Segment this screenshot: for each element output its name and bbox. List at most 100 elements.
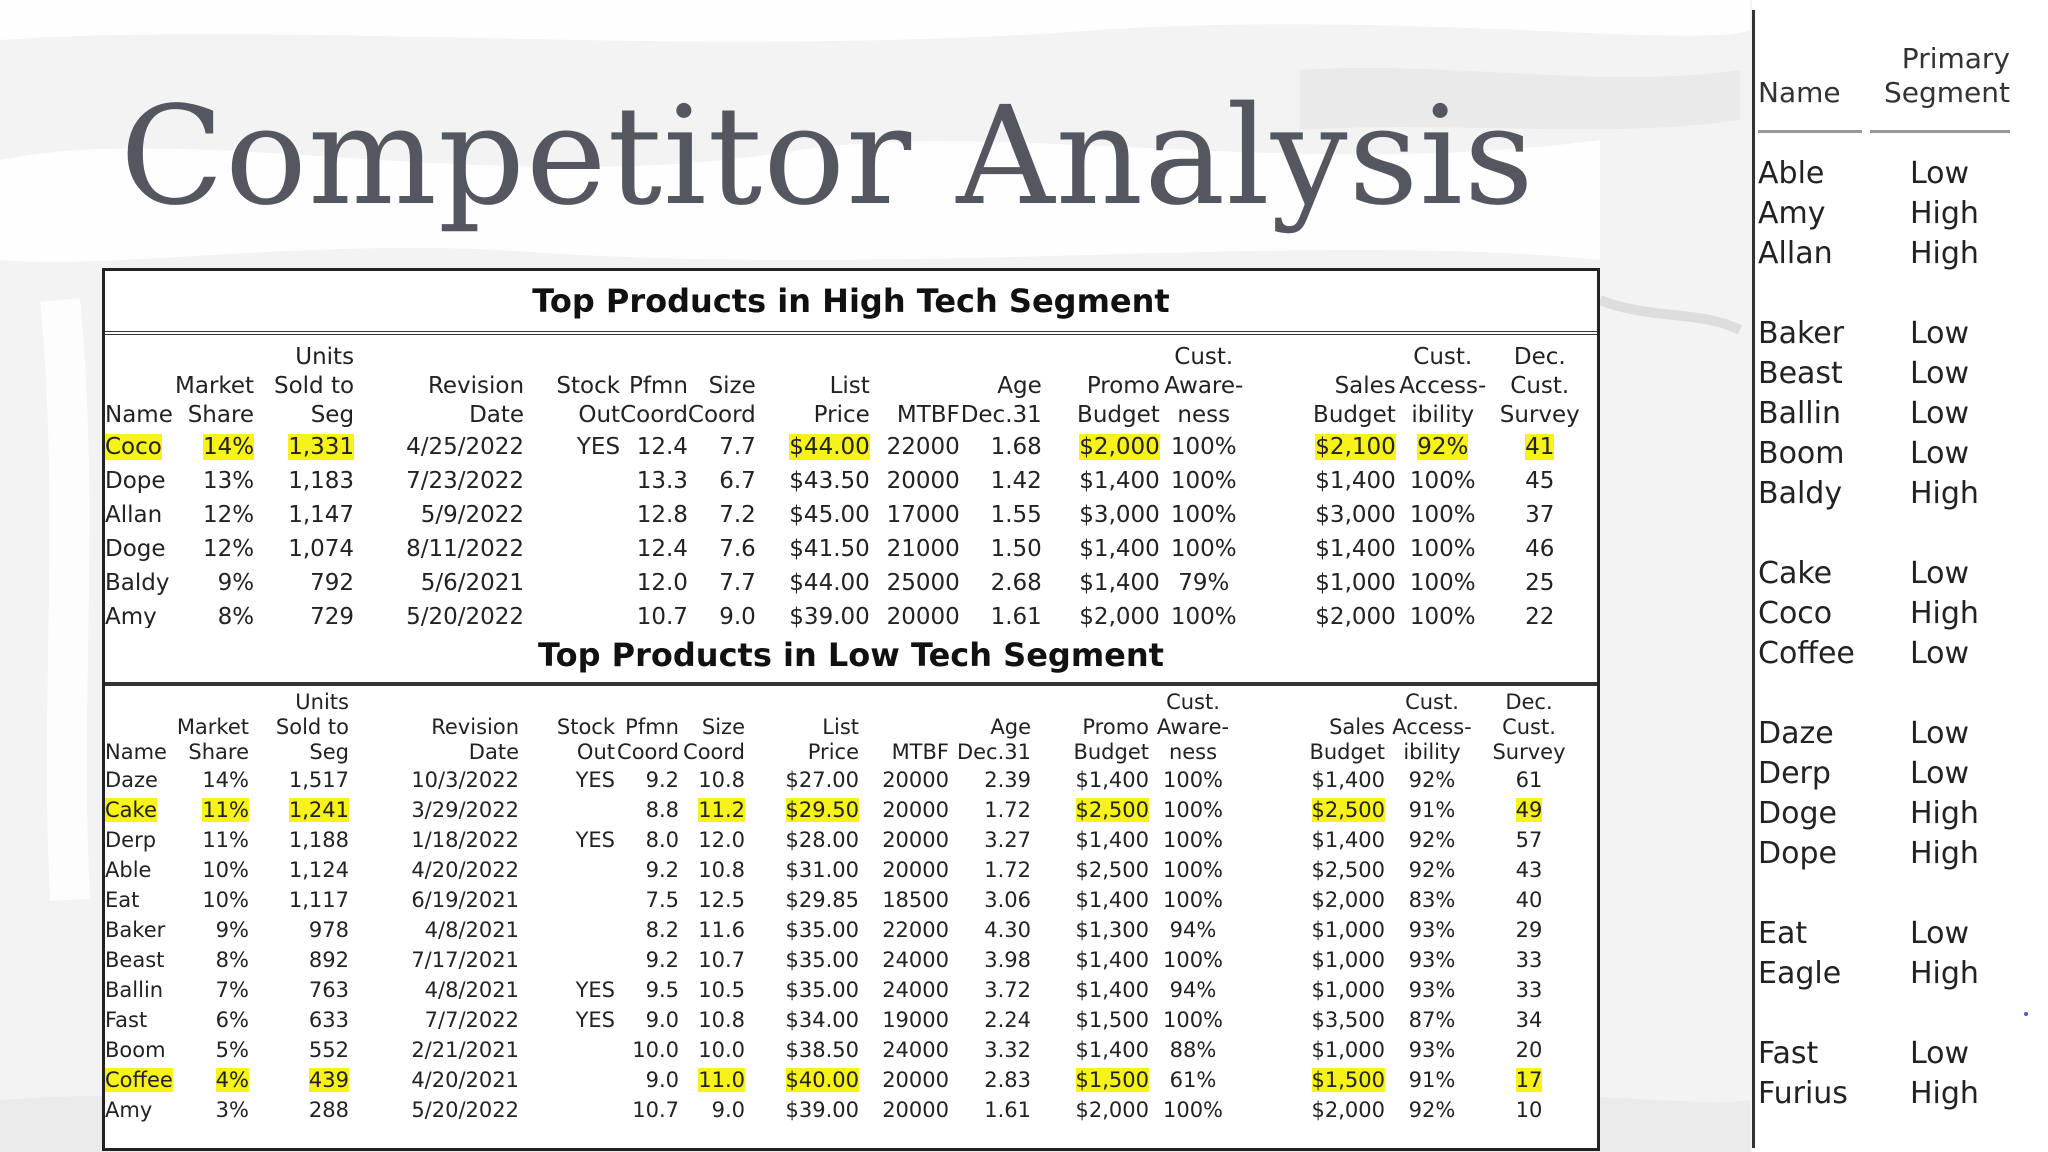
table-cell: $2,100: [1315, 434, 1396, 460]
table-cell: 87%: [1408, 1008, 1456, 1032]
segment-list-item: Dope High: [1758, 836, 2008, 876]
column-header: Sold to: [274, 373, 355, 399]
table-cell: 21000: [886, 536, 960, 562]
table-cell: $1,400: [1075, 828, 1149, 852]
header-row: Name Share Seg Date Out Coord Coord Price MTBF De…: [105, 401, 1590, 430]
table-cell: $34.00: [785, 1008, 859, 1032]
table-cell: 12.4: [636, 434, 688, 460]
table-cell: 3.32: [984, 1038, 1031, 1062]
table-cell: $1,000: [1311, 918, 1385, 942]
table-cell: 41: [1525, 434, 1555, 460]
table-cell: $1,400: [1311, 768, 1385, 792]
product-name-cell: Dope: [105, 468, 166, 494]
table-cell: 1.55: [990, 502, 1042, 528]
table-cell: 288: [308, 1098, 349, 1122]
table-cell: 61%: [1169, 1068, 1217, 1092]
product-name-cell: Derp: [105, 828, 157, 852]
table-cell: 3.06: [984, 888, 1031, 912]
segment-item-segment: Low: [1910, 636, 1970, 671]
column-header: Name: [105, 740, 167, 764]
table-cell: 100%: [1170, 434, 1237, 460]
table-cell: 10.8: [698, 768, 745, 792]
segment-list-item: Beast Low: [1758, 356, 2008, 396]
header-row: Units Cust. Cust. Dec.: [105, 690, 1579, 715]
table-cell: 7.5: [645, 888, 679, 912]
table-cell: 20: [1515, 1038, 1543, 1062]
table-row: Ballin 7% 763 4/8/2021 YES 9.5 10.5 $35.00 24000…: [105, 975, 1579, 1005]
column-header: [756, 343, 870, 372]
table-cell: 1,183: [288, 468, 355, 494]
column-header: Access-: [1399, 373, 1487, 399]
table-row: Able 10% 1,124 4/20/2022 9.2 10.8 $31.00 20000 1…: [105, 855, 1579, 885]
segment-item-segment: High: [1910, 956, 1979, 991]
table-cell: 92%: [1408, 858, 1456, 882]
table-cell: $43.50: [789, 468, 870, 494]
table-cell: 79%: [1178, 570, 1230, 596]
segment-item-segment: Low: [1910, 436, 1970, 471]
segment-item-name: Beast: [1758, 356, 1843, 391]
table-cell: 24000: [882, 1038, 949, 1062]
table-cell: $1,400: [1311, 828, 1385, 852]
table-cell: $2,500: [1311, 798, 1385, 822]
product-name-cell: Coco: [105, 434, 162, 460]
column-header: Price: [813, 402, 870, 428]
table-cell: 43: [1515, 858, 1543, 882]
table-row: Fast 6% 633 7/7/2022 YES 9.0 10.8 $34.00 19000 2.…: [105, 1005, 1579, 1035]
column-header: Coord: [620, 402, 688, 428]
segment-item-segment: High: [1910, 836, 1979, 871]
table-cell: 10.5: [698, 978, 745, 1002]
segment-item-name: Dope: [1758, 836, 1837, 871]
table-cell: 100%: [1170, 604, 1237, 630]
table-cell: $40.00: [785, 1068, 859, 1092]
segment-item-segment: High: [1910, 796, 1979, 831]
table-cell: 10.8: [698, 858, 745, 882]
table-cell: $2,000: [1315, 604, 1396, 630]
column-header: Price: [807, 740, 859, 764]
table-cell: 20000: [882, 858, 949, 882]
table-cell: 6%: [215, 1008, 249, 1032]
table-cell: $1,400: [1079, 570, 1160, 596]
column-header: Cust.: [1166, 690, 1220, 714]
table-row: Baker 9% 978 4/8/2021 8.2 11.6 $35.00 22000 4.30…: [105, 915, 1579, 945]
column-header: Aware-: [1164, 373, 1244, 399]
table-cell: YES: [575, 768, 615, 792]
table-cell: $1,400: [1315, 468, 1396, 494]
table-cell: $35.00: [785, 918, 859, 942]
product-name-cell: Able: [105, 858, 152, 882]
table-cell: 4.30: [984, 918, 1031, 942]
segment-item-segment: Low: [1910, 356, 1970, 391]
segment-item-segment: High: [1910, 476, 1979, 511]
segment-item-name: Able: [1758, 156, 1825, 191]
table-cell: 1.42: [990, 468, 1042, 494]
column-header: Size: [701, 715, 745, 739]
table-cell: $1,400: [1075, 888, 1149, 912]
table-cell: 6.7: [719, 468, 756, 494]
column-header: Date: [469, 402, 525, 428]
table-cell: $2,500: [1075, 858, 1149, 882]
table-cell: $2,000: [1311, 1098, 1385, 1122]
table-cell: 7.6: [719, 536, 756, 562]
low-tech-table-panel: Top Products in Low Tech Segment Units Cu…: [102, 628, 1600, 1151]
table-row: Cake 11% 1,241 3/29/2022 8.8 11.2 $29.50 20000 1…: [105, 795, 1579, 825]
table-cell: 10%: [202, 858, 249, 882]
table-cell: 5/20/2022: [411, 1098, 519, 1122]
table-cell: 1,331: [288, 434, 355, 460]
segment-item-name: Eagle: [1758, 956, 1842, 991]
table-cell: 100%: [1162, 1008, 1224, 1032]
segment-list-item: Eat Low: [1758, 916, 2008, 956]
table-cell: 1,124: [288, 858, 349, 882]
table-cell: 17000: [886, 502, 960, 528]
table-cell: 25000: [886, 570, 960, 596]
header-row: Name Share Seg Date Out Coord Coord Price MTBF De…: [105, 740, 1579, 765]
table-cell: $1,000: [1311, 948, 1385, 972]
column-header: Aware-: [1156, 715, 1230, 739]
column-header: Stock: [556, 373, 621, 399]
table-cell: 1,117: [288, 888, 349, 912]
column-header: Stock: [556, 715, 615, 739]
table-cell: $3,000: [1079, 502, 1160, 528]
table-cell: $29.85: [785, 888, 859, 912]
column-header: Revision: [427, 373, 525, 399]
column-header: Promo: [1082, 715, 1149, 739]
column-header: Date: [468, 740, 519, 764]
table-cell: $39.00: [789, 604, 870, 630]
